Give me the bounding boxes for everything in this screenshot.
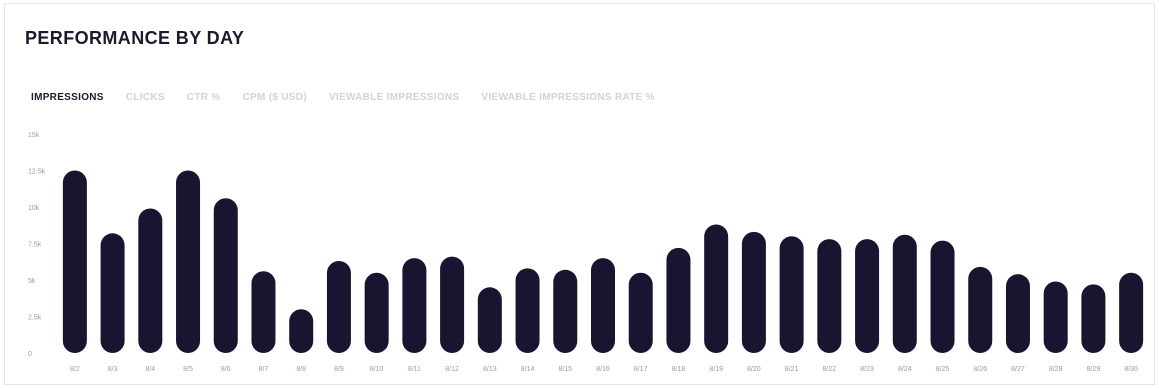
x-tick-label: 8/18 bbox=[672, 366, 686, 373]
x-tick-label: 8/10 bbox=[370, 366, 384, 373]
x-tick-label: 8/16 bbox=[596, 366, 610, 373]
x-tick-label: 8/2 bbox=[70, 366, 80, 373]
y-tick-label: 15k bbox=[28, 132, 40, 139]
y-tick-label: 2.5k bbox=[28, 315, 42, 322]
bar-8-10[interactable] bbox=[364, 272, 389, 353]
bar-8-11[interactable] bbox=[402, 258, 427, 353]
bar-8-8[interactable] bbox=[289, 309, 314, 353]
bar-8-29[interactable] bbox=[1081, 284, 1106, 353]
x-tick-label: 8/8 bbox=[296, 366, 306, 373]
y-tick-label: 5k bbox=[28, 278, 36, 285]
x-tick-label: 8/21 bbox=[785, 366, 799, 373]
x-tick-label: 8/27 bbox=[1011, 366, 1025, 373]
chart-title: PERFORMANCE BY DAY bbox=[25, 28, 245, 48]
bar-8-28[interactable] bbox=[1043, 281, 1068, 353]
x-tick-label: 8/4 bbox=[145, 366, 155, 373]
x-tick-label: 8/15 bbox=[558, 366, 572, 373]
bar-8-9[interactable] bbox=[326, 261, 351, 353]
x-tick-label: 8/12 bbox=[445, 366, 459, 373]
x-tick-label: 8/14 bbox=[521, 366, 535, 373]
bar-8-12[interactable] bbox=[440, 256, 465, 353]
x-tick-label: 8/25 bbox=[936, 366, 950, 373]
x-tick-label: 8/19 bbox=[709, 366, 723, 373]
y-tick-label: 10k bbox=[28, 205, 40, 212]
bar-8-3[interactable] bbox=[100, 233, 125, 353]
bar-8-14[interactable] bbox=[515, 268, 540, 353]
tab-ctr[interactable]: CTR % bbox=[186, 92, 221, 103]
metric-tabs: IMPRESSIONS CLICKS CTR % CPM ($ USD) VIE… bbox=[31, 92, 655, 103]
bar-8-5[interactable] bbox=[176, 170, 201, 354]
tab-impressions[interactable]: IMPRESSIONS bbox=[31, 92, 104, 103]
x-tick-label: 8/6 bbox=[221, 366, 231, 373]
x-tick-label: 8/9 bbox=[334, 366, 344, 373]
bar-8-15[interactable] bbox=[553, 269, 578, 353]
bar-8-6[interactable] bbox=[213, 198, 238, 353]
bar-8-23[interactable] bbox=[855, 239, 880, 353]
x-tick-label: 8/26 bbox=[973, 366, 987, 373]
x-tick-label: 8/5 bbox=[183, 366, 193, 373]
x-tick-label: 8/7 bbox=[259, 366, 269, 373]
bar-8-21[interactable] bbox=[779, 236, 804, 353]
bar-8-25[interactable] bbox=[930, 240, 955, 353]
bar-8-7[interactable] bbox=[251, 271, 276, 353]
x-tick-label: 8/20 bbox=[747, 366, 761, 373]
x-tick-label: 8/23 bbox=[860, 366, 874, 373]
x-tick-label: 8/24 bbox=[898, 366, 912, 373]
bar-8-24[interactable] bbox=[892, 234, 917, 353]
bar-8-30[interactable] bbox=[1119, 272, 1144, 353]
tab-viewable-impressions-rate[interactable]: VIEWABLE IMPRESSIONS RATE % bbox=[481, 92, 655, 103]
bar-8-20[interactable] bbox=[741, 231, 766, 353]
bar-8-27[interactable] bbox=[1005, 274, 1030, 353]
y-tick-label: 0 bbox=[28, 351, 32, 358]
bar-8-22[interactable] bbox=[817, 239, 842, 353]
x-tick-label: 8/28 bbox=[1049, 366, 1063, 373]
x-tick-label: 8/22 bbox=[823, 366, 837, 373]
bar-8-4[interactable] bbox=[138, 208, 163, 353]
bar-8-13[interactable] bbox=[477, 287, 502, 353]
bar-8-19[interactable] bbox=[704, 224, 729, 353]
y-tick-label: 7.5k bbox=[28, 242, 42, 249]
bar-8-26[interactable] bbox=[968, 266, 993, 353]
x-tick-label: 8/29 bbox=[1087, 366, 1101, 373]
x-tick-label: 8/11 bbox=[408, 366, 421, 373]
y-tick-label: 12.5k bbox=[28, 169, 46, 176]
x-tick-label: 8/17 bbox=[634, 366, 648, 373]
bar-8-16[interactable] bbox=[591, 258, 615, 353]
x-tick-label: 8/13 bbox=[483, 366, 497, 373]
x-tick-label: 8/3 bbox=[108, 366, 118, 373]
bar-8-2[interactable] bbox=[62, 170, 87, 354]
tab-cpm[interactable]: CPM ($ USD) bbox=[242, 92, 307, 103]
tab-viewable-impressions[interactable]: VIEWABLE IMPRESSIONS bbox=[328, 92, 460, 103]
bar-8-17[interactable] bbox=[628, 272, 653, 353]
tab-clicks[interactable]: CLICKS bbox=[125, 92, 165, 103]
x-tick-label: 8/30 bbox=[1124, 366, 1138, 373]
bar-8-18[interactable] bbox=[666, 247, 691, 353]
